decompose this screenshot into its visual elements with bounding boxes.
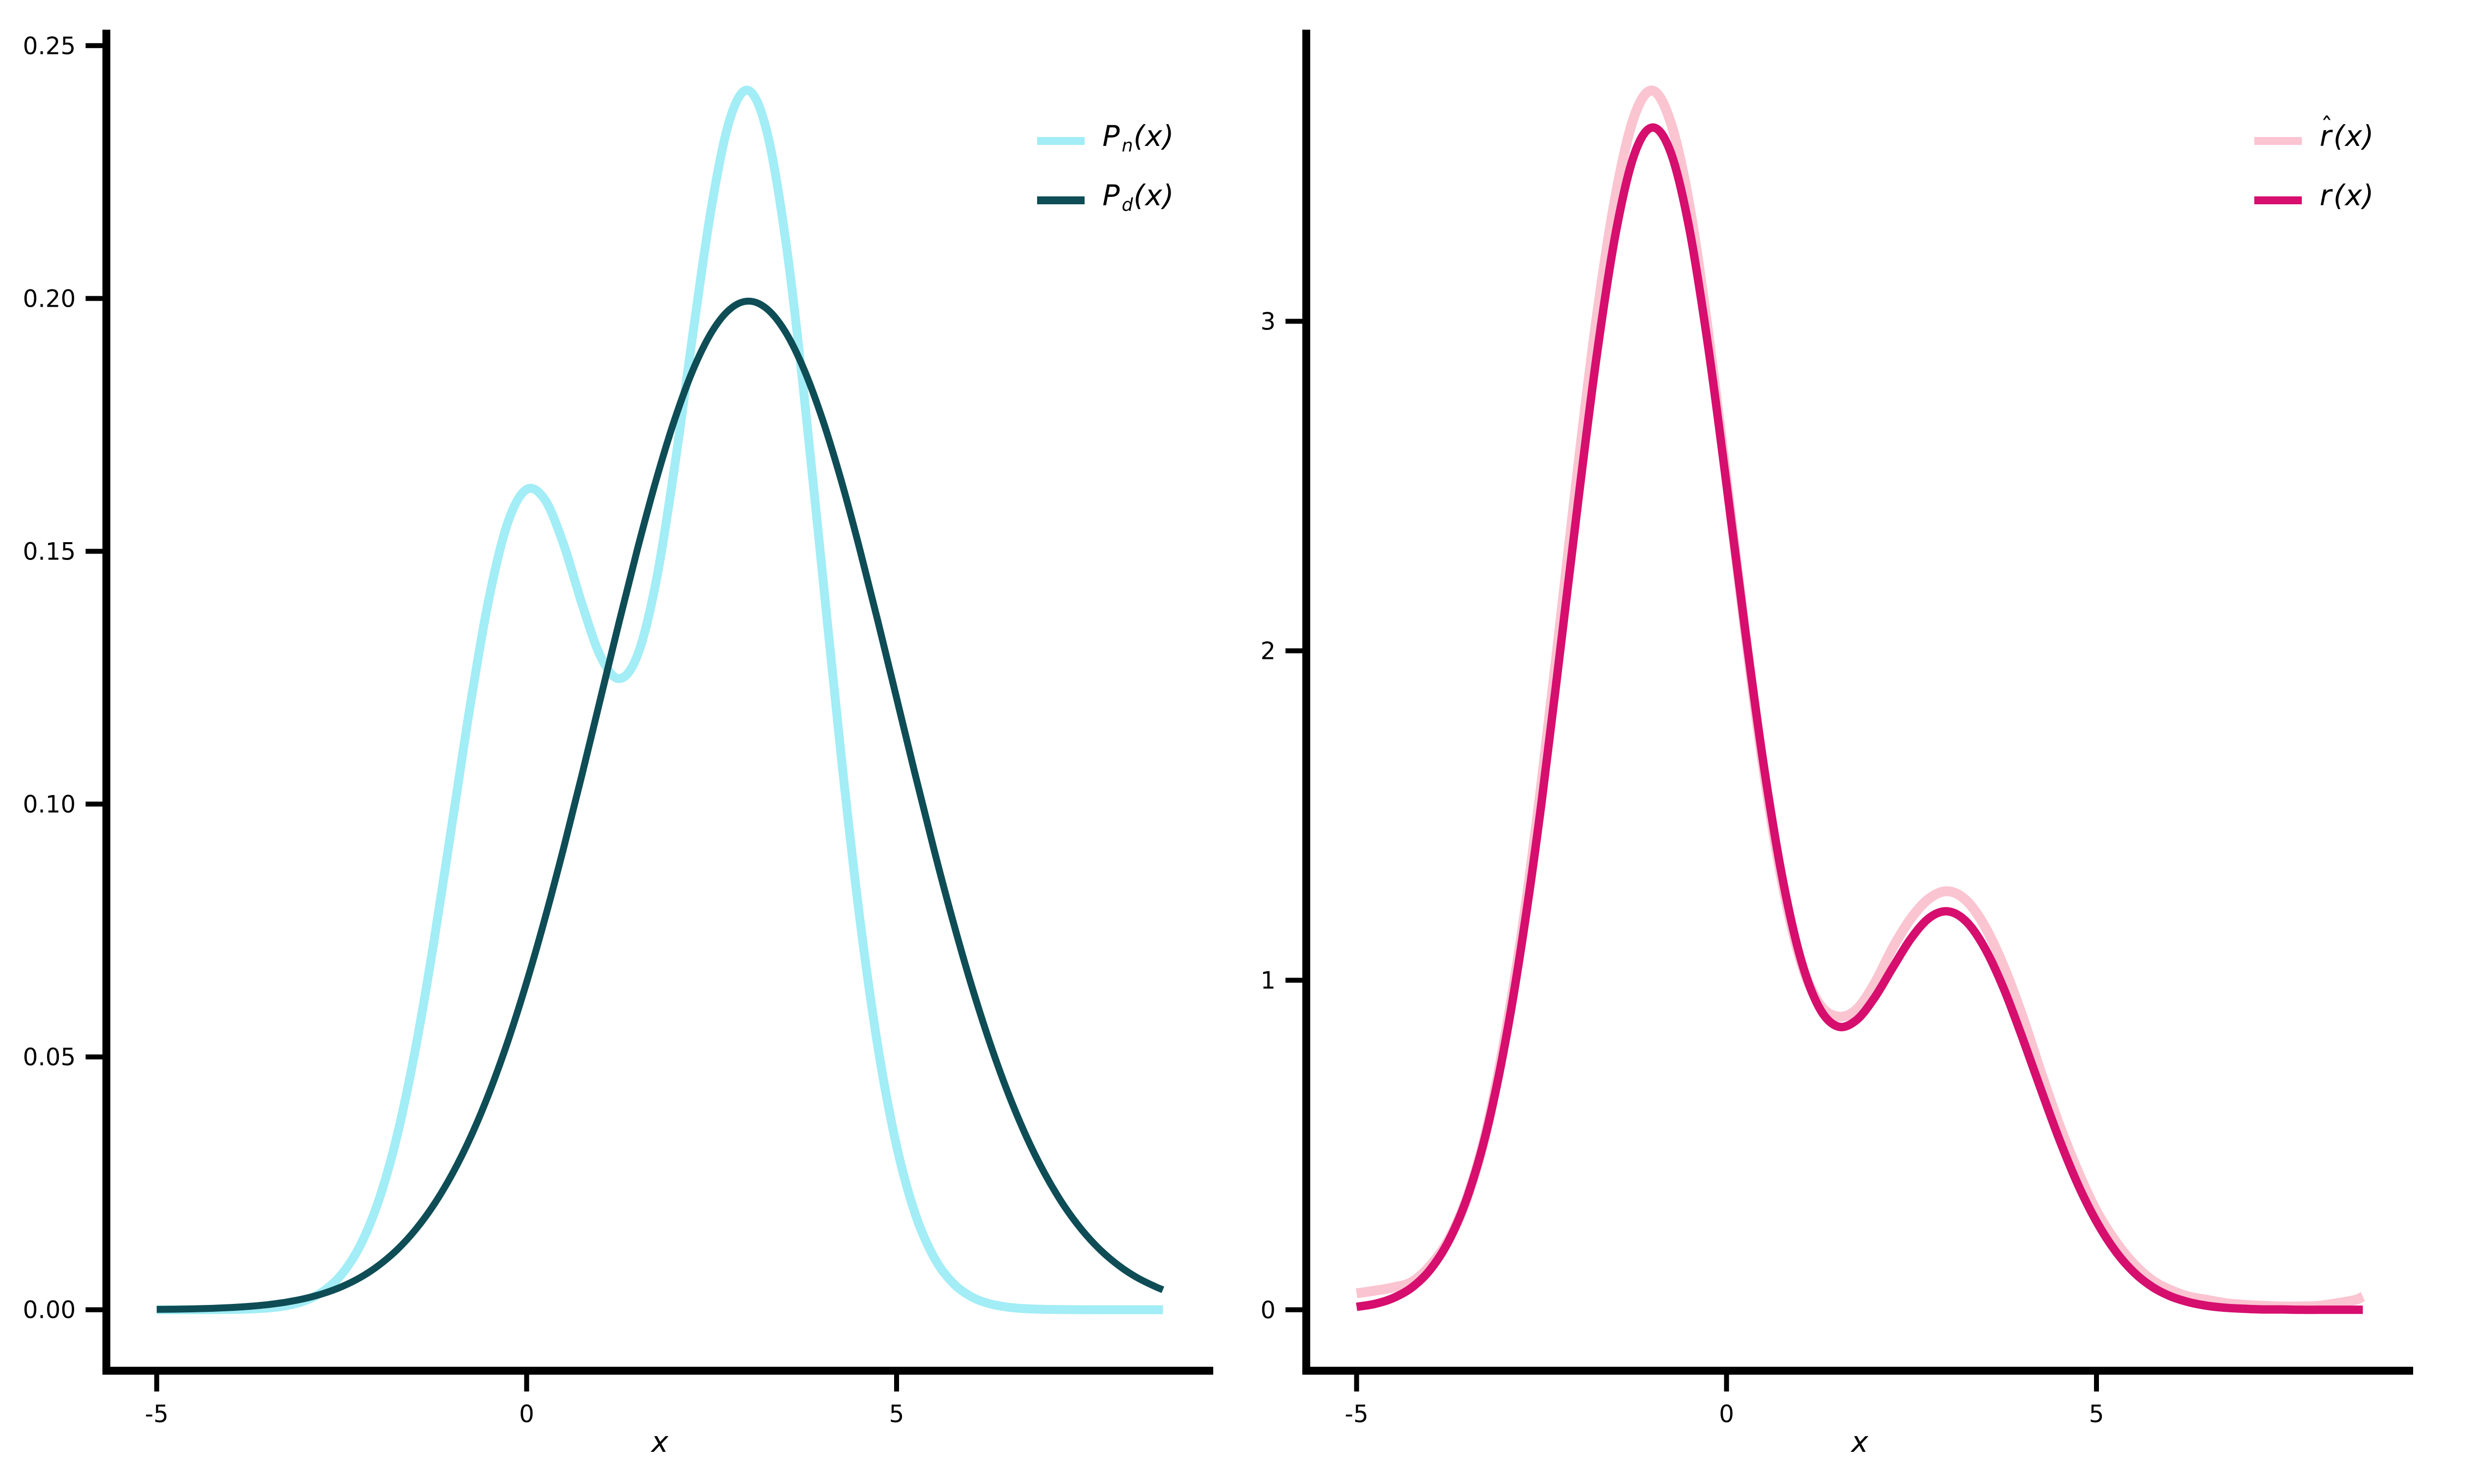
axes-spines [1302, 30, 2413, 1375]
x-tick-label: 0 [1719, 1400, 1734, 1428]
legend-item-r: r(x) [2254, 179, 2374, 218]
pd-curve [156, 297, 1164, 1313]
y-tick-label: 3 [1260, 308, 1276, 335]
legend-label-pn: Pn(x) [1102, 119, 1175, 156]
x-tick-label: 5 [889, 1400, 904, 1428]
legend-item-r-hat: ˆ r(x) [2254, 112, 2374, 158]
left-plot: -5 0 5 0.00 0.05 0.10 0.15 0.20 0.25 x [23, 30, 1213, 1459]
r-line-swatch [2254, 196, 2302, 204]
legend-label-r-hat: ˆ r(x) [2320, 112, 2374, 163]
axes-spines [102, 30, 1213, 1375]
legend-label-r: r(x) [2320, 179, 2375, 213]
pd-line-swatch [1037, 196, 1085, 204]
r-curve [1356, 123, 2363, 1314]
y-tick-label: 0.10 [23, 791, 76, 819]
x-tick-label: 5 [2089, 1400, 2104, 1428]
pn-line-swatch [1037, 137, 1085, 145]
r-hat-curve [1356, 86, 2365, 1312]
right-plot: -5 0 5 0 1 2 3 x [1260, 30, 2413, 1459]
y-tick-label: 2 [1260, 638, 1276, 665]
y-tick-label: 0 [1260, 1297, 1276, 1324]
x-tick-label: -5 [145, 1400, 169, 1428]
y-tick-label: 1 [1260, 967, 1276, 995]
legend-item-pd: Pd(x) [1037, 179, 1174, 218]
legend-item-pn: Pn(x) [1037, 119, 1174, 158]
y-tick-label: 0.20 [23, 285, 76, 313]
y-tick-label: 0.00 [23, 1297, 76, 1324]
x-tick-label: 0 [519, 1400, 534, 1428]
y-tick-label: 0.05 [23, 1044, 76, 1071]
hat-accent: ˆ [2321, 112, 2333, 141]
y-tick-label: 0.15 [23, 538, 76, 565]
r-hat-line-swatch [2254, 137, 2302, 145]
x-axis-label: x [650, 1425, 668, 1459]
x-tick-label: -5 [1345, 1400, 1369, 1428]
legend-left: Pn(x) Pd(x) [1037, 119, 1174, 218]
pn-curve [156, 86, 1163, 1314]
legend-label-pd: Pd(x) [1102, 179, 1175, 215]
x-axis-label: x [1850, 1425, 1868, 1459]
y-tick-label: 0.25 [23, 32, 76, 60]
legend-right: ˆ r(x) r(x) [2254, 112, 2374, 218]
